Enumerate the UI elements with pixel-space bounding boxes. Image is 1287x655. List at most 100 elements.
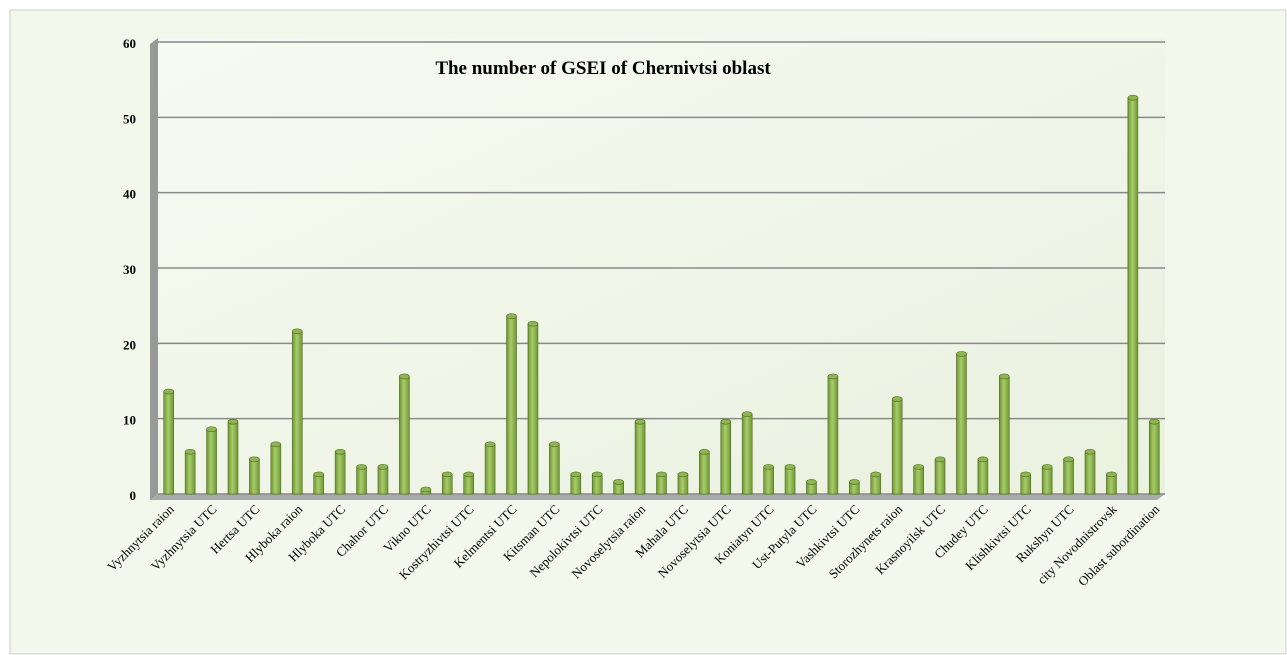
bar xyxy=(763,466,774,495)
y-tick-label: 60 xyxy=(123,36,136,51)
bar-top xyxy=(549,441,560,448)
bar xyxy=(206,428,217,495)
bar xyxy=(313,474,324,495)
bar xyxy=(506,315,517,495)
bar-top xyxy=(184,448,196,455)
bar-top xyxy=(356,464,367,470)
bar-top xyxy=(913,464,924,470)
bar-top xyxy=(849,479,860,485)
bar xyxy=(356,466,367,495)
bar-top xyxy=(934,456,946,463)
bar-top xyxy=(441,471,453,478)
bar xyxy=(1041,466,1053,495)
bar-top xyxy=(1020,471,1032,478)
bar xyxy=(784,466,796,495)
bar xyxy=(591,474,603,495)
bar xyxy=(570,474,582,495)
bar-top xyxy=(720,418,732,425)
bar-top xyxy=(484,441,496,448)
bar xyxy=(634,421,646,495)
left-wall xyxy=(150,38,158,500)
y-tick-label: 0 xyxy=(130,488,137,503)
bar xyxy=(1020,474,1032,495)
chart-title: The number of GSEI of Chernivtsi oblast xyxy=(435,58,771,79)
bar xyxy=(441,474,453,495)
bar-top xyxy=(1084,448,1096,455)
y-tick-label: 40 xyxy=(123,187,136,202)
bar xyxy=(913,466,924,495)
bar xyxy=(870,474,882,495)
bar-top xyxy=(377,464,389,470)
bar-top xyxy=(634,418,646,425)
bar-top xyxy=(784,464,796,470)
bar xyxy=(1106,474,1117,495)
bar-top xyxy=(163,388,175,395)
bar xyxy=(184,451,196,495)
bar xyxy=(891,398,903,495)
bar-top xyxy=(741,411,753,417)
bar-top xyxy=(334,448,346,455)
bar xyxy=(1148,421,1160,495)
bar-top xyxy=(527,320,539,327)
bar-top xyxy=(999,373,1010,380)
bar-top xyxy=(270,441,282,448)
floor xyxy=(150,494,1165,500)
bar-top xyxy=(227,418,239,425)
bar-top xyxy=(677,471,689,478)
y-tick-label: 50 xyxy=(123,111,136,126)
y-tick-label: 10 xyxy=(123,413,136,428)
bar-top xyxy=(249,456,260,463)
bar xyxy=(527,323,539,495)
bar xyxy=(291,330,303,495)
bar xyxy=(463,474,474,495)
bar xyxy=(1127,97,1139,495)
bar xyxy=(720,421,732,495)
bar-top xyxy=(570,471,582,478)
y-tick-label: 20 xyxy=(123,337,136,352)
bar-top xyxy=(699,448,710,455)
bar-top xyxy=(291,328,303,335)
bar xyxy=(270,443,282,495)
bar xyxy=(999,376,1010,495)
bar xyxy=(699,451,710,495)
bar-top xyxy=(806,479,817,485)
bar-top xyxy=(399,373,410,380)
bar-top xyxy=(827,373,839,380)
bar-top xyxy=(1041,464,1053,470)
bar xyxy=(934,459,946,495)
bar-top xyxy=(763,464,774,470)
bar xyxy=(1084,451,1096,495)
bar xyxy=(484,443,496,495)
plot-area xyxy=(158,38,1165,494)
bar xyxy=(163,391,175,495)
bar xyxy=(399,376,410,495)
y-tick-label: 30 xyxy=(123,262,136,277)
bar-top xyxy=(506,313,517,320)
bar-top xyxy=(956,351,967,357)
bar xyxy=(656,474,667,495)
bar xyxy=(334,451,346,495)
bar-top xyxy=(1063,456,1074,463)
bar xyxy=(1063,459,1074,495)
bar-top xyxy=(1106,471,1117,478)
bar-top xyxy=(206,426,217,433)
bar xyxy=(741,413,753,495)
bar-top xyxy=(891,396,903,402)
bar-top xyxy=(870,471,882,478)
bar-top xyxy=(1148,418,1160,425)
bar xyxy=(956,353,967,495)
bar xyxy=(827,376,839,495)
bar-top xyxy=(463,471,474,478)
bar-top xyxy=(656,471,667,478)
bar-top xyxy=(591,471,603,478)
bar xyxy=(227,421,239,495)
bar-top xyxy=(420,486,432,493)
bar xyxy=(249,459,260,495)
bar xyxy=(977,459,989,495)
bar-top xyxy=(977,456,989,463)
bar xyxy=(549,443,560,495)
bar-top xyxy=(1127,94,1139,101)
bar xyxy=(677,474,689,495)
bar-top xyxy=(613,479,624,485)
